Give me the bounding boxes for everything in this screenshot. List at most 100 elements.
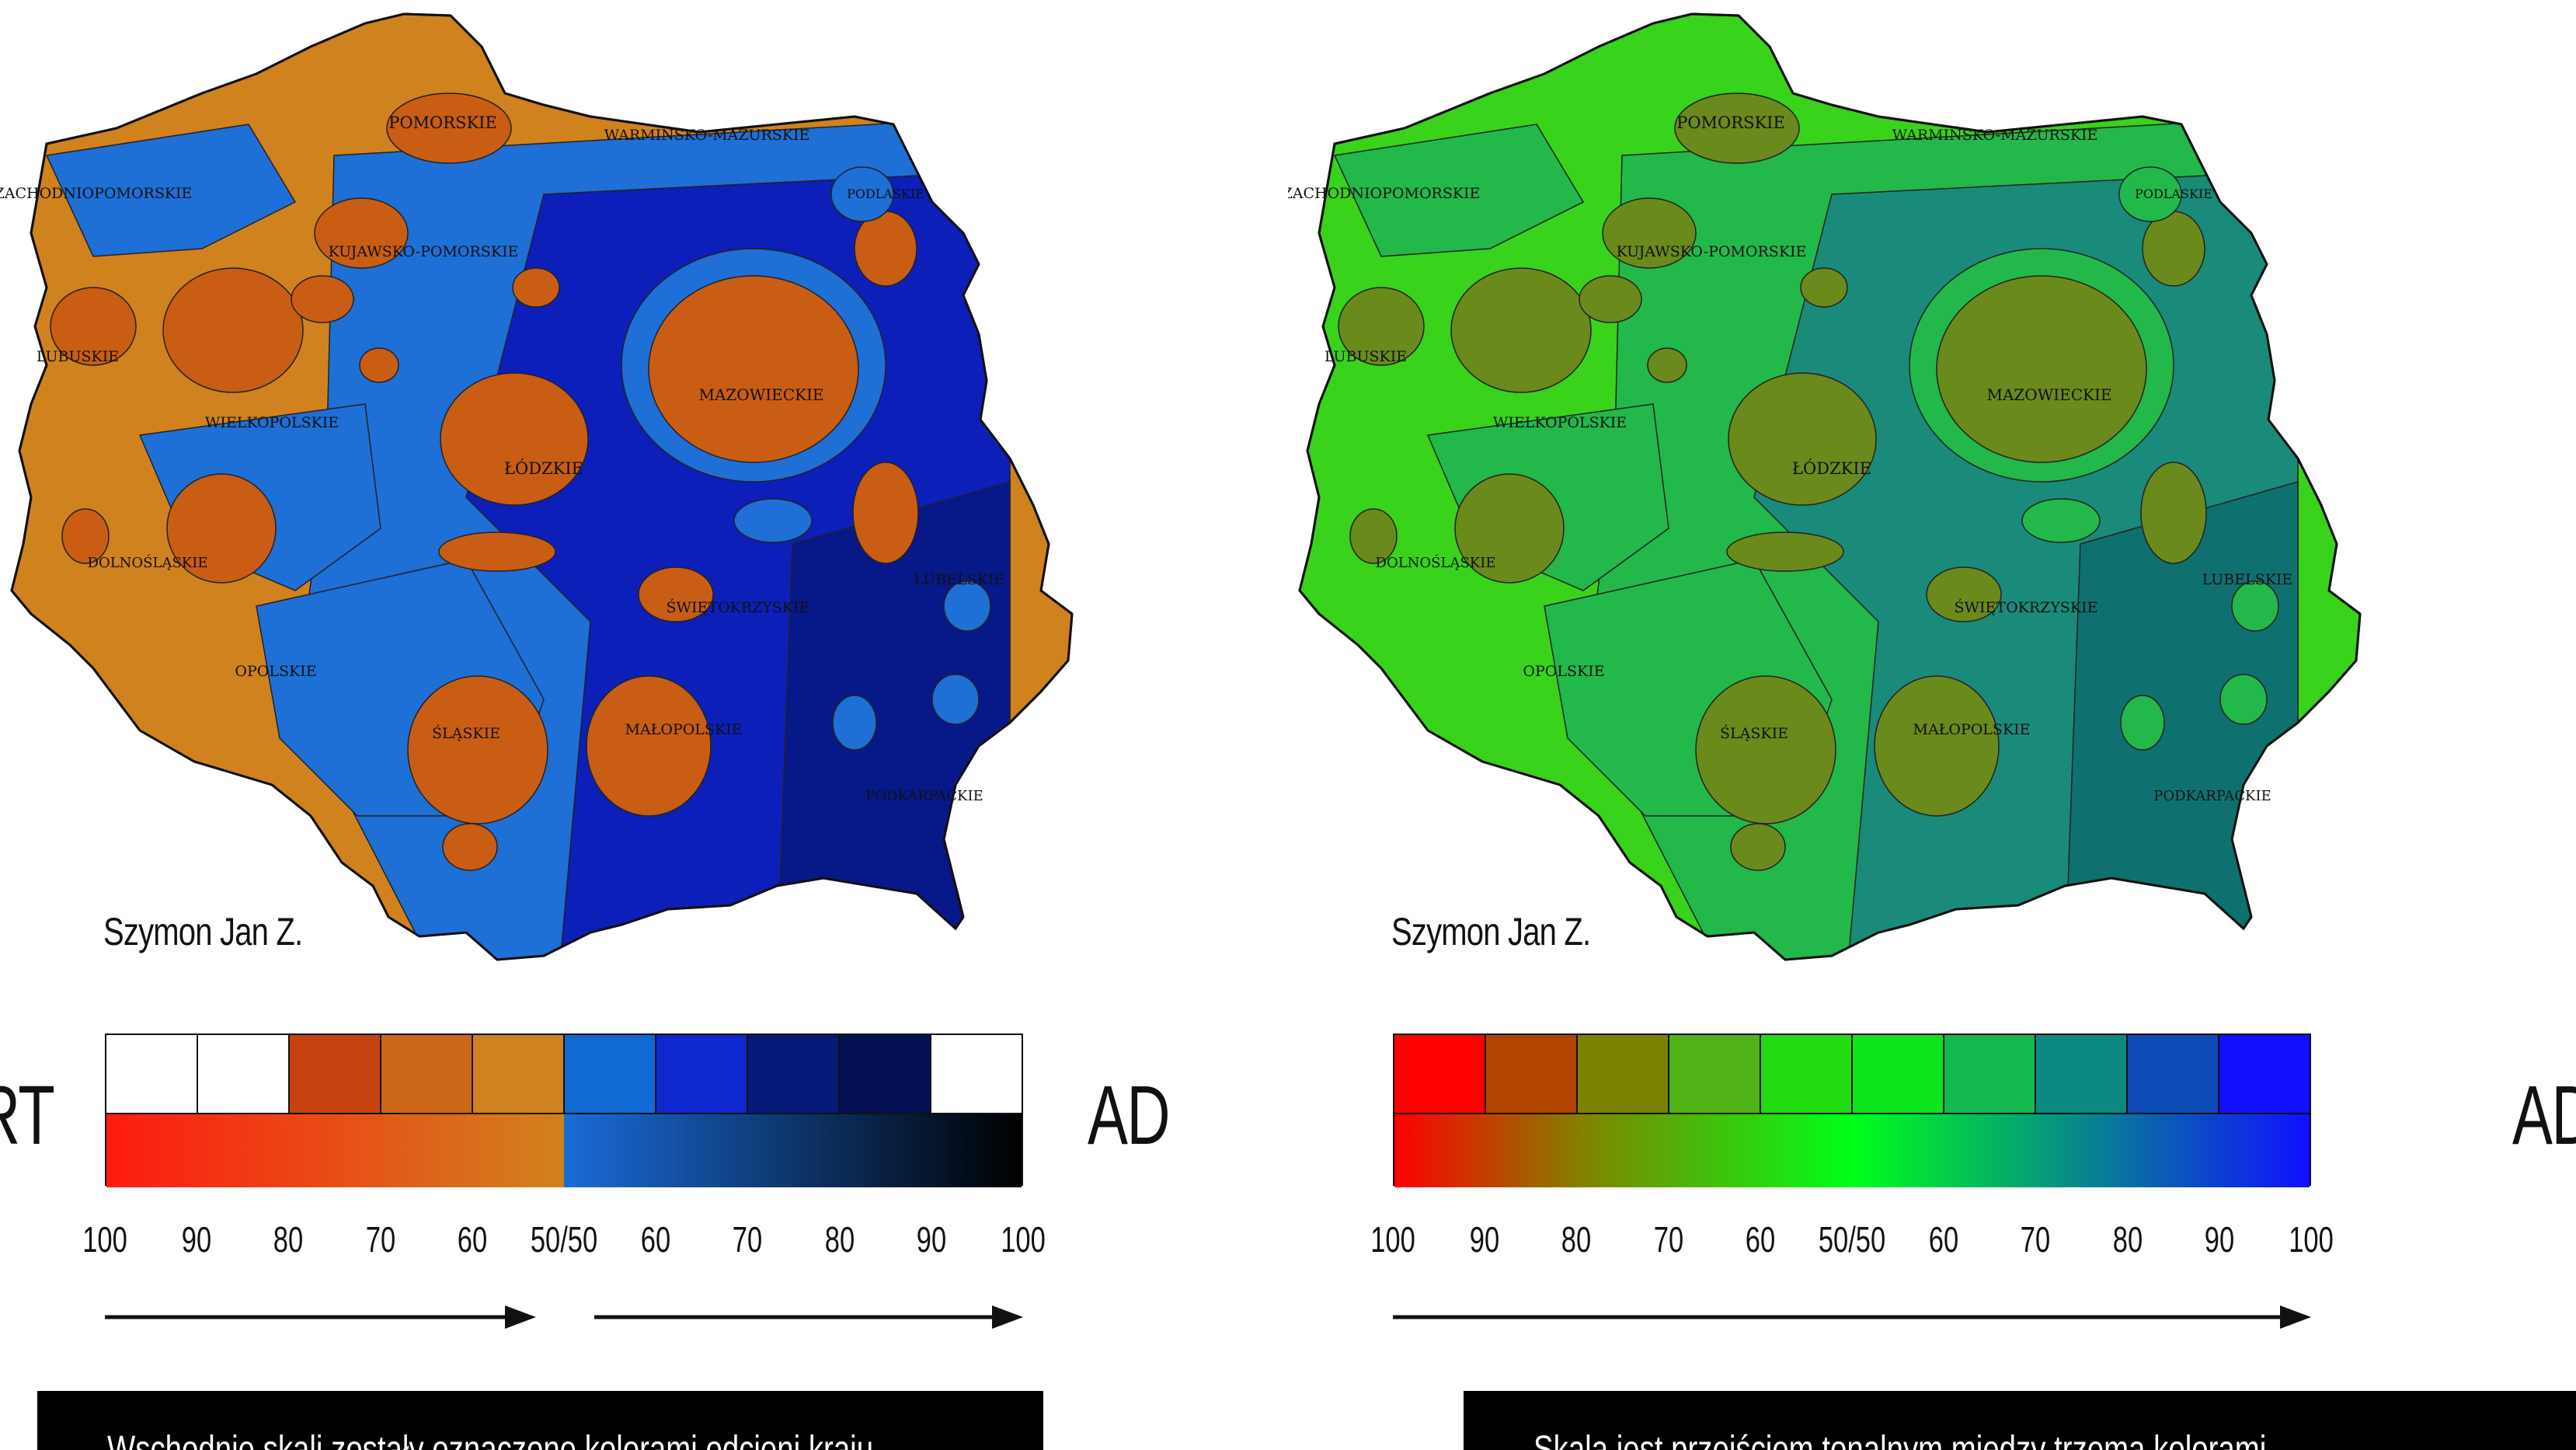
region-label: DOLNOŚLĄSKIE (1376, 553, 1496, 571)
scale-cell (931, 1035, 1022, 1113)
region-label: WARMIŃSKO-MAZURSKIE (1892, 126, 2098, 144)
scale-ticks: 100 90 80 70 60 50/50 60 70 80 90 100 (1370, 1218, 2334, 1265)
region-label: OPOLSKIE (1523, 663, 1604, 680)
region-label: PODLASKIE (847, 186, 924, 201)
scale-ticks: 100 90 80 70 60 50/50 60 70 80 90 100 (82, 1218, 1046, 1265)
scale-gradient (106, 1114, 1022, 1187)
region-label: LUBUSKIE (1325, 348, 1407, 365)
scale-tick: 70 (365, 1219, 395, 1260)
region-label: ŁÓDZKIE (504, 458, 583, 478)
scale-cell (565, 1035, 656, 1113)
scale-tick: 100 (1001, 1219, 1046, 1260)
scale-cells (106, 1035, 1022, 1114)
scale-tick: 80 (2112, 1219, 2143, 1260)
region-label: LUBELSKIE (914, 571, 1005, 588)
scale-tick: 60 (640, 1219, 671, 1260)
region-label: KUJAWSKO-POMORSKIE (1617, 243, 1807, 260)
region-label: PODLASKIE (2135, 186, 2212, 201)
scale-cell (656, 1035, 748, 1113)
scale-cell (381, 1035, 473, 1113)
caption-box: Skala jest przejściem tonalnym między tr… (1464, 1391, 2576, 1450)
scale-cell (1394, 1035, 1486, 1113)
arrow-head (2280, 1305, 2311, 1329)
scale-cell (1578, 1035, 1669, 1113)
scale-cell (840, 1035, 931, 1113)
region-label: DOLNOŚLĄSKIE (88, 553, 208, 571)
scale-tick: 70 (2021, 1219, 2051, 1260)
scale-cell (1761, 1035, 1853, 1113)
direction-arrows (105, 1305, 1023, 1329)
scale-tick: 90 (2204, 1219, 2234, 1260)
scale-tick: 100 (1370, 1219, 1415, 1260)
scale-tick: 60 (457, 1219, 487, 1260)
scale-cells (1394, 1035, 2310, 1114)
scale-tick: 80 (1561, 1219, 1592, 1260)
region-label: ŚWIĘTOKRZYSKIE (1955, 598, 2098, 616)
map-red-green-blue: ZACHODNIOPOMORSKIE POMORSKIE WARMIŃSKO-MAZ… (1288, 12, 2362, 961)
scale-tick: 90 (181, 1219, 212, 1260)
scale-tick: 70 (1653, 1219, 1683, 1260)
region-label: LUBUSKIE (37, 348, 119, 365)
region-label: PODKARPACKIE (865, 788, 983, 804)
region-label: PODKARPACKIE (2153, 788, 2271, 804)
scale-cell (473, 1035, 565, 1113)
scale-cell (2036, 1035, 2128, 1113)
region-label: OPOLSKIE (235, 663, 316, 680)
scale-cell (1944, 1035, 2036, 1113)
scale-tick: 80 (273, 1219, 304, 1260)
scale-tick: 90 (916, 1219, 946, 1260)
region-label: MAŁOPOLSKIE (1913, 721, 2030, 738)
label-ad: AD (2512, 1068, 2576, 1162)
region-label: ZACHODNIOPOMORSKIE (1288, 185, 1480, 202)
region-label: LUBELSKIE (2202, 571, 2293, 588)
scale-cell (2128, 1035, 2219, 1113)
region-label: MAZOWIECKIE (698, 385, 823, 404)
scale-tick: 60 (1745, 1219, 1775, 1260)
caption-box: Wschodnie skali zostały oznaczone kolora… (37, 1391, 1043, 1450)
scale-gradient (1394, 1114, 2310, 1187)
caption-text: Skala jest przejściem tonalnym między tr… (1533, 1429, 2267, 1450)
color-scale (105, 1033, 1023, 1187)
region-label: WARMIŃSKO-MAZURSKIE (604, 126, 810, 144)
region-label: KUJAWSKO-POMORSKIE (329, 243, 519, 260)
direction-arrows (1393, 1305, 2311, 1329)
scale-cell (198, 1035, 290, 1113)
region-label: WIELKOPOLSKIE (205, 414, 339, 431)
scale-tick: 100 (2289, 1219, 2334, 1260)
scale-tick: 50/50 (1818, 1219, 1886, 1260)
scale-tick: 70 (733, 1219, 763, 1260)
scale-tick: 60 (1928, 1219, 1959, 1260)
scale-cell (290, 1035, 381, 1113)
label-rt: RT (0, 1068, 55, 1162)
scale-tick: 50/50 (530, 1219, 598, 1260)
region-label: WIELKOPOLSKIE (1493, 414, 1627, 431)
region-label: ŚLĄSKIE (432, 724, 500, 742)
author-label: Szymon Jan Z. (1391, 910, 1591, 953)
label-ad: AD (1088, 1068, 1171, 1162)
region-label: ŚWIĘTOKRZYSKIE (667, 598, 810, 616)
arrow-head (992, 1305, 1023, 1329)
region-label: MAŁOPOLSKIE (625, 721, 742, 738)
panel-red-green-blue: ZACHODNIOPOMORSKIE POMORSKIE WARMIŃSKO-MAZ… (1288, 0, 2576, 1450)
scale-cell (748, 1035, 840, 1113)
scale-tick: 90 (1469, 1219, 1500, 1260)
region-label: ŁÓDZKIE (1792, 458, 1871, 478)
scale-cell (1669, 1035, 1761, 1113)
scale-cell (2219, 1035, 2310, 1113)
region-label: ZACHODNIOPOMORSKIE (0, 185, 192, 202)
region-label: POMORSKIE (388, 113, 497, 132)
scale-cell (1853, 1035, 1944, 1113)
region-label: MAZOWIECKIE (1986, 385, 2111, 404)
scale-tick: 80 (824, 1219, 855, 1260)
caption-text: Wschodnie skali zostały oznaczone kolora… (107, 1429, 874, 1450)
author-label: Szymon Jan Z. (103, 910, 303, 953)
map-orange-blue: ZACHODNIOPOMORSKIE POMORSKIE WARMIŃSKO-MAZ… (0, 12, 1074, 961)
scale-tick: 100 (82, 1219, 127, 1260)
panel-orange-blue: ZACHODNIOPOMORSKIE POMORSKIE WARMIŃSKO-MAZ… (0, 12, 1171, 1450)
color-scale (1393, 1033, 2311, 1187)
scale-cell (1486, 1035, 1578, 1113)
region-label: ŚLĄSKIE (1720, 724, 1788, 742)
region-label: POMORSKIE (1676, 113, 1785, 132)
arrow-head (505, 1305, 536, 1329)
scale-cell (106, 1035, 198, 1113)
